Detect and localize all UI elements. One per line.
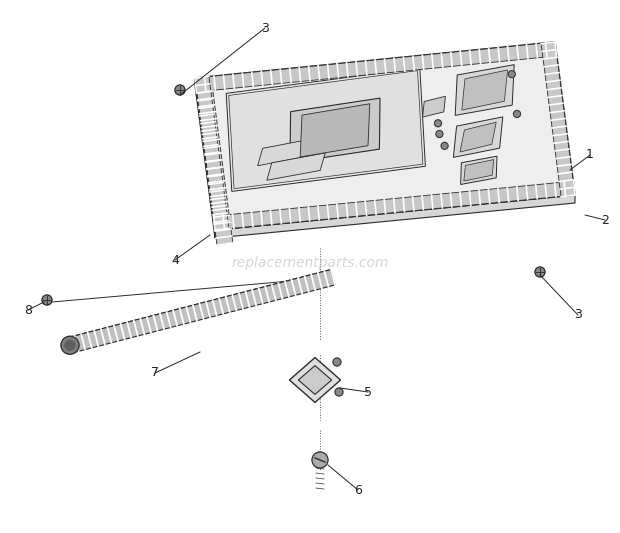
Circle shape <box>42 295 52 305</box>
Polygon shape <box>195 42 556 92</box>
Circle shape <box>508 71 515 78</box>
Polygon shape <box>68 270 331 343</box>
Circle shape <box>61 336 79 354</box>
Text: 5: 5 <box>364 385 372 399</box>
Text: 7: 7 <box>151 367 159 379</box>
Circle shape <box>333 358 341 366</box>
Polygon shape <box>462 70 508 110</box>
Text: 2: 2 <box>601 214 609 227</box>
Polygon shape <box>455 64 514 116</box>
Text: 1: 1 <box>586 149 594 161</box>
Circle shape <box>175 85 185 95</box>
Circle shape <box>335 388 343 396</box>
Text: 8: 8 <box>24 303 32 317</box>
Polygon shape <box>68 270 335 353</box>
Polygon shape <box>464 159 494 181</box>
Text: replacementparts.com: replacementparts.com <box>231 256 389 270</box>
Polygon shape <box>195 78 215 238</box>
Text: 3: 3 <box>574 309 582 321</box>
Circle shape <box>513 110 521 117</box>
Circle shape <box>312 452 328 468</box>
Circle shape <box>436 131 443 138</box>
Polygon shape <box>202 54 568 218</box>
Polygon shape <box>290 358 340 402</box>
Circle shape <box>535 267 545 277</box>
Text: 6: 6 <box>354 483 362 497</box>
Polygon shape <box>300 104 370 157</box>
Polygon shape <box>229 70 423 189</box>
Polygon shape <box>226 68 425 191</box>
Text: 3: 3 <box>261 21 269 35</box>
Polygon shape <box>257 139 312 166</box>
Polygon shape <box>460 122 496 152</box>
Polygon shape <box>423 96 445 117</box>
Polygon shape <box>197 91 233 245</box>
Circle shape <box>65 340 75 350</box>
Polygon shape <box>214 181 575 230</box>
Polygon shape <box>267 153 326 180</box>
Polygon shape <box>298 366 332 394</box>
Polygon shape <box>195 76 229 230</box>
Text: 4: 4 <box>171 254 179 266</box>
Polygon shape <box>195 42 575 230</box>
Circle shape <box>441 142 448 149</box>
Polygon shape <box>215 195 575 238</box>
Polygon shape <box>461 156 497 184</box>
Circle shape <box>435 120 441 127</box>
Polygon shape <box>453 117 503 157</box>
Polygon shape <box>541 42 575 197</box>
Polygon shape <box>290 98 380 163</box>
